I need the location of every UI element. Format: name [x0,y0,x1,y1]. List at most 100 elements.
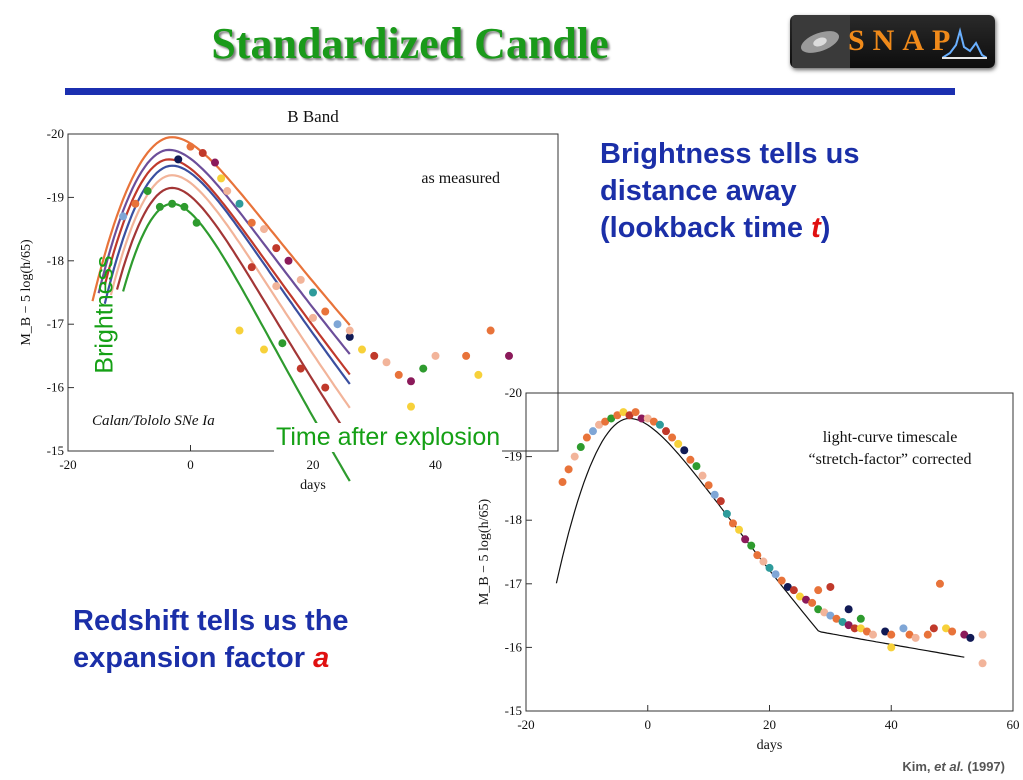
data-point [260,345,268,354]
data-point [826,582,835,591]
y-tick-label: -17 [505,576,523,591]
data-point [826,611,835,620]
data-point [345,332,354,341]
data-point [674,439,683,448]
data-point [333,320,342,329]
y-axis-label: M_B − 5 log(h/65) [477,499,492,606]
data-point [844,621,853,630]
data-point [722,509,731,518]
y-tick-label: -18 [47,253,64,268]
redshift-line-2: expansion factor a [73,640,349,677]
slide-title: Standardized Candle [211,19,609,68]
chart-annotation: as measured [421,170,500,187]
header-divider [65,88,955,95]
data-point [174,155,183,164]
data-point [407,377,415,386]
data-point [235,199,244,208]
y-tick-label: -17 [47,316,65,331]
y-tick-label: -20 [47,126,64,141]
data-point [942,624,951,633]
data-point [558,478,567,487]
data-point [309,313,317,322]
data-point [960,630,969,639]
x-tick-label: 0 [187,457,194,472]
x-axis-label: days [300,478,326,493]
template-curve [103,164,351,385]
data-point [716,497,725,506]
data-point [741,535,750,544]
x-tick-label: 0 [645,717,652,732]
data-point [272,244,281,253]
data-point [486,326,495,335]
y-tick-label: -16 [505,639,523,654]
data-point [505,351,513,360]
data-point [887,630,896,639]
data-point [783,582,792,591]
data-point [296,275,305,284]
data-point [358,345,366,354]
data-point [625,411,634,420]
data-point [394,370,403,379]
data-point [881,627,890,636]
data-point [795,592,804,601]
citation: Kim, et al. (1997) [902,759,1005,774]
y-tick-label: -18 [505,512,522,527]
data-point [808,598,817,607]
citation-author: Kim, [902,759,935,774]
data-point [655,420,664,429]
brightness-explanation: Brightness tells us distance away (lookb… [600,136,859,247]
y-tick-label: -15 [47,443,64,458]
data-point [887,643,896,652]
data-point [862,627,871,636]
y-tick-label: -19 [505,449,522,464]
data-point [588,427,597,436]
redshift-explanation: Redshift tells us the expansion factor a [73,603,349,677]
data-point [978,630,987,639]
data-point [601,417,610,426]
data-point [777,576,786,585]
data-point [272,282,281,291]
data-point [771,570,780,579]
data-point [247,263,256,272]
y-tick-label: -16 [47,380,65,395]
data-point [180,202,189,211]
brightness-overlay-label: Brightness [90,255,119,374]
data-point [168,199,177,208]
data-point [637,414,646,423]
y-tick-label: -15 [505,703,522,718]
x-tick-label: -20 [59,457,76,472]
redshift-line-2-text: expansion factor [73,642,314,674]
data-point [284,256,293,265]
data-point [321,383,330,392]
expansion-symbol: a [313,642,330,674]
chart-title: B Band [287,107,339,126]
data-point [155,202,164,211]
data-point [765,563,774,572]
x-tick-label: 60 [1007,717,1020,732]
data-point [345,326,354,335]
data-point [899,624,908,633]
data-point [668,433,677,442]
data-point [198,149,207,158]
x-tick-label: -20 [517,717,534,732]
data-point [382,358,391,367]
data-point [462,351,471,360]
data-point [247,218,256,227]
data-point [370,351,379,360]
b-band-chart: -20 0 20 40 -20 -19 -18 -17 -16 -15 days M_B − 5 lo… [19,107,559,493]
data-point [838,617,847,626]
data-point [868,630,877,639]
data-point [131,199,140,208]
logo-text: SNAP [848,24,959,57]
data-point [728,519,737,528]
data-point [474,370,483,379]
template-curve [115,186,351,440]
data-point [923,630,932,639]
data-point [217,174,226,183]
data-point [564,465,573,474]
data-point [844,605,853,614]
citation-year: (1997) [963,759,1005,774]
data-point [935,579,944,588]
snap-logo: SNAP [790,15,995,68]
data-point [143,187,152,196]
